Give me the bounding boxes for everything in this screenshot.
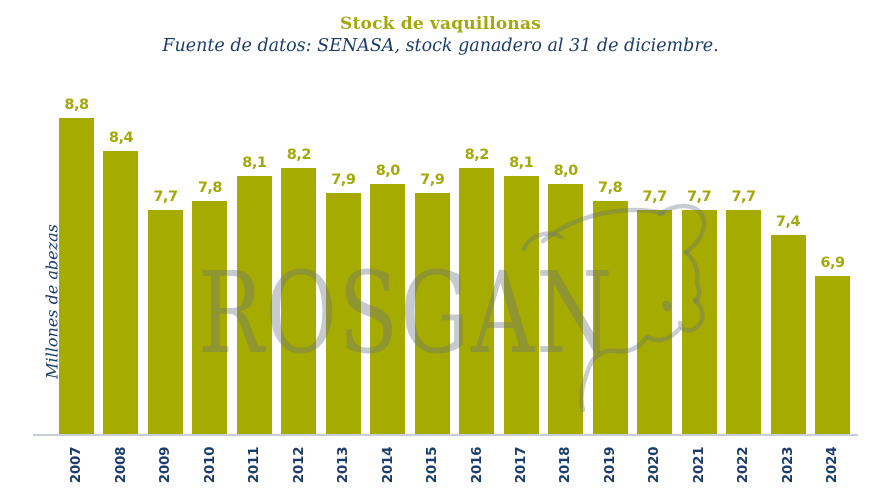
x-axis-year-label: 2018 [557,446,574,484]
x-axis-tick-labels: 2007 2008 2009 2010 2011 2012 2013 2014 2015 2016… [59,440,850,490]
x-axis-year-label: 2022 [735,446,752,484]
bar-column: 7,4 [770,214,806,435]
bar-column: 8,1 [503,155,539,435]
bar-value-label: 8,1 [242,155,267,171]
x-axis-year-label: 2012 [290,446,307,484]
bar-value-label: 7,7 [153,189,178,205]
bar-column: 8,0 [548,163,584,435]
chart-title: Stock de vaquillonas [340,14,541,34]
bar-column: 8,0 [370,163,406,435]
bar [325,193,361,435]
bar-value-label: 6,9 [820,255,845,271]
bar-value-label: 7,8 [197,180,223,196]
x-axis-year-label: 2015 [424,446,441,484]
bar [236,176,272,435]
bar [770,235,806,435]
bar [637,210,673,435]
bar-value-label: 8,2 [286,147,312,163]
bar-column: 7,9 [325,172,361,435]
bar-value-label: 8,0 [375,163,401,179]
bar-column: 7,7 [147,189,183,435]
bar-value-label: 7,9 [331,172,356,188]
x-axis-year-label: 2019 [602,446,619,484]
bar-column: 8,2 [281,147,317,435]
bar-value-label: 7,9 [420,172,445,188]
bar [814,276,850,435]
bar [592,201,628,435]
bar-value-label: 7,4 [775,214,801,230]
x-axis-year-label: 2017 [513,446,530,484]
x-axis-year-label: 2014 [379,446,396,484]
x-axis-year-label: 2007 [68,446,85,484]
bar-column: 7,7 [637,189,673,435]
x-axis-year-label: 2013 [335,446,352,484]
x-axis-year-label: 2021 [691,446,708,484]
bar-column: 8,8 [59,97,94,435]
bar-column: 8,2 [459,147,495,435]
bar-value-label: 7,7 [686,189,712,205]
bar [281,168,317,435]
chart-subtitle: Fuente de datos: SENASA, stock ganadero … [162,36,719,56]
x-axis-year-label: 2010 [201,446,218,484]
bar-column: 8,4 [103,130,139,435]
x-axis-year-label: 2016 [468,446,485,484]
x-axis-line [33,434,858,436]
bar [414,193,450,435]
bar-value-label: 8,1 [509,155,534,171]
bar-column: 7,7 [726,189,762,435]
bar-value-label: 8,0 [553,163,579,179]
bar [192,201,228,435]
bar-value-label: 8,4 [108,130,134,146]
bar-column: 7,8 [192,180,228,435]
bar [503,176,539,435]
bar-value-label: 8,2 [464,147,490,163]
bar-column: 6,9 [814,255,850,435]
x-axis-year-label: 2024 [824,446,841,484]
x-axis-year-label: 2023 [780,446,796,484]
bar-column: 7,9 [414,172,450,435]
bar [147,210,183,435]
bar-value-label: 7,7 [642,189,668,205]
x-axis-year-label: 2009 [157,446,174,484]
x-axis-year-label: 2020 [646,446,663,484]
bar-column: 7,7 [681,189,717,435]
bar [548,184,584,435]
x-axis-year-label: 2011 [246,446,263,484]
bar-column: 7,8 [592,180,628,435]
bar [681,210,717,435]
bar [59,118,94,435]
bar-value-label: 7,7 [731,189,756,205]
bar-value-label: 8,8 [64,97,89,113]
bar [459,168,495,435]
bar [726,210,762,435]
x-axis-year-label: 2008 [112,446,129,484]
bar [103,151,139,435]
bar-plot-area: 8,8 8,4 7,7 7,8 8,1 8,2 7,9 8,0 7,9 8,2 8,1 8,0 7,8 7… [59,71,850,435]
bar-column: 8,1 [236,155,272,435]
bar-value-label: 7,8 [598,180,623,196]
bar [370,184,406,435]
